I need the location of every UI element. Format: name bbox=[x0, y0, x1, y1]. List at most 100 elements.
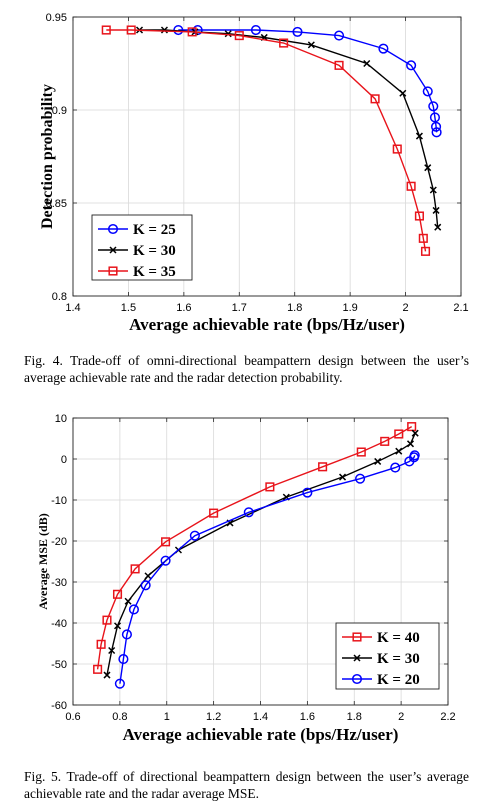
chart2-series-0-point-9 bbox=[356, 447, 366, 457]
chart-detection-probability: 1.4 1.5 1.6 1.7 1.8 1.9 2 2.1 0.8 0.85 0.9 0.95 Aver… bbox=[39, 12, 469, 334]
chart1-series-2 bbox=[101, 25, 431, 256]
chart1-series-2-point-0 bbox=[101, 25, 111, 35]
chart1-series-1-point-10 bbox=[429, 186, 437, 194]
chart2-series-1-point-10 bbox=[395, 447, 403, 455]
chart2-series-0 bbox=[93, 422, 417, 674]
chart1-ytick-label-1: 0.85 bbox=[46, 198, 67, 210]
chart1-xlabel: Average achievable rate (bps/Hz/user) bbox=[129, 315, 405, 334]
chart2-xtick-label-5: 1.6 bbox=[300, 711, 315, 723]
chart2-series-2-point-1 bbox=[118, 654, 129, 665]
chart2-series-0-point-11 bbox=[394, 429, 404, 439]
chart2-series-0-point-2 bbox=[102, 615, 112, 625]
chart1-series-1-point-6 bbox=[363, 59, 371, 68]
chart1-series-0-point-4 bbox=[334, 30, 345, 41]
chart2-series-2-point-5 bbox=[160, 555, 171, 566]
chart2-ytick-label-3: -30 bbox=[51, 577, 67, 589]
chart1-series-0-point-3 bbox=[292, 26, 303, 37]
chart1-series-2-point-4 bbox=[279, 38, 289, 48]
chart2-series-1-point-2 bbox=[114, 622, 122, 630]
chart2-series-2-point-13 bbox=[409, 450, 420, 461]
chart2-ytick-label-4: -20 bbox=[51, 536, 67, 548]
chart1-series-0-line bbox=[178, 29, 438, 133]
chart1-ytick-label-2: 0.9 bbox=[52, 105, 67, 117]
chart1-xtick-label-6: 2 bbox=[403, 302, 409, 314]
chart2-series-0-point-10 bbox=[380, 436, 390, 446]
figure-4-caption: Fig. 4. Trade-off of omni-directional be… bbox=[24, 353, 469, 385]
chart2-legend-marker-0 bbox=[352, 632, 362, 642]
chart1-series-1-point-5 bbox=[307, 41, 315, 49]
chart1-series-1-point-3 bbox=[224, 30, 232, 38]
chart2-series-2-point-2 bbox=[121, 629, 132, 640]
chart2-series-1 bbox=[103, 429, 419, 679]
chart2-ytick-label-6: 0 bbox=[61, 454, 67, 466]
chart2-legend-marker-2 bbox=[351, 673, 363, 685]
chart2-frame bbox=[72, 417, 449, 706]
chart2-series-1-point-0 bbox=[103, 671, 111, 679]
chart2-series-1-point-9 bbox=[374, 457, 382, 465]
chart1-series-1-point-1 bbox=[160, 26, 168, 34]
chart2-legend-label-2: K = 20 bbox=[377, 672, 420, 688]
chart1-legend-marker-2 bbox=[108, 266, 118, 276]
chart2-legend: K = 40 K = 30 K = 20 bbox=[335, 622, 440, 690]
chart1-ylabel: Detection probability bbox=[39, 84, 56, 229]
chart2-ytick-label-2: -40 bbox=[51, 618, 67, 630]
chart1-series-0-point-2 bbox=[250, 24, 261, 36]
chart2-xtick-label-6: 1.8 bbox=[347, 711, 362, 723]
chart2-legend-marker-1 bbox=[353, 654, 361, 662]
chart2-series-0-point-5 bbox=[161, 537, 171, 547]
chart1-legend-label-1: K = 30 bbox=[133, 243, 176, 259]
chart1-ytick-label-3: 0.95 bbox=[46, 12, 67, 24]
chart1-ytick-label-0: 0.8 bbox=[52, 291, 67, 303]
chart2-xtick-label-1: 0.8 bbox=[112, 711, 127, 723]
chart2-series-0-point-1 bbox=[96, 639, 106, 649]
chart2-series-2-point-6 bbox=[189, 530, 200, 541]
chart2-series-0-point-3 bbox=[112, 589, 123, 599]
chart2-xtick-label-0: 0.6 bbox=[65, 711, 80, 723]
chart2-series-2-point-3 bbox=[128, 604, 139, 615]
chart1-xtick-label-2: 1.6 bbox=[176, 302, 191, 314]
chart1-xtick-label-1: 1.5 bbox=[121, 302, 136, 314]
chart2-series-0-point-4 bbox=[130, 564, 140, 574]
chart2-series-0-point-7 bbox=[265, 482, 275, 492]
chart2-series-2-point-8 bbox=[302, 487, 313, 498]
chart2-series-1-point-12 bbox=[411, 429, 419, 437]
chart1-legend-label-2: K = 35 bbox=[133, 264, 176, 280]
chart1-series-0-point-9 bbox=[429, 112, 440, 123]
figure-5: 0.6 0.8 1 1.2 1.4 1.6 1.8 2 2.2 -60 -50 -40 -30 -20 -1… bbox=[0, 405, 484, 750]
chart1-frame bbox=[72, 16, 462, 297]
chart1-series-1-point-11 bbox=[432, 206, 440, 214]
chart2-xtick-label-8: 2.2 bbox=[440, 711, 455, 723]
chart2-xlabel: Average achievable rate (bps/Hz/user) bbox=[123, 725, 399, 744]
chart2-ytick-label-7: 10 bbox=[55, 413, 67, 425]
chart1-legend-label-0: K = 25 bbox=[133, 222, 176, 238]
chart2-ytick-label-1: -50 bbox=[51, 659, 67, 671]
chart2-xtick-label-2: 1 bbox=[164, 711, 170, 723]
chart2-series-2-point-4 bbox=[140, 580, 151, 591]
chart2-series-0-point-0 bbox=[93, 664, 103, 674]
chart1-series-0-point-6 bbox=[406, 60, 417, 71]
chart1-series-1-point-7 bbox=[399, 89, 407, 97]
chart2-series-0-point-12 bbox=[407, 422, 417, 432]
chart2-series-2-point-10 bbox=[390, 462, 401, 473]
chart1-xtick-label-0: 1.4 bbox=[65, 302, 80, 314]
chart1-series-1-point-12 bbox=[434, 223, 442, 231]
chart2-series-1-point-4 bbox=[144, 572, 152, 580]
chart1-xtick-label-5: 1.9 bbox=[342, 302, 357, 314]
chart2-ylabel: Average MSE (dB) bbox=[36, 513, 50, 609]
chart1-series-1-point-8 bbox=[415, 132, 423, 140]
chart1-series-2-point-3 bbox=[234, 31, 244, 41]
chart1-series-2-point-10 bbox=[418, 233, 428, 243]
chart1-legend-marker-0 bbox=[107, 223, 119, 235]
chart1-series-1-point-9 bbox=[424, 164, 432, 172]
chart2-xtick-label-4: 1.4 bbox=[253, 711, 268, 723]
chart1-series-2-point-6 bbox=[370, 94, 380, 104]
chart2-ytick-label-0: -60 bbox=[51, 700, 67, 712]
figure-5-caption: Fig. 5. Trade-off of directional beampat… bbox=[24, 769, 469, 801]
chart2-legend-label-0: K = 40 bbox=[377, 630, 420, 646]
figure-4: 1.4 1.5 1.6 1.7 1.8 1.9 2 2.1 0.8 0.85 0.9 0.95 Aver… bbox=[0, 0, 484, 345]
chart2-series-0-line bbox=[96, 425, 413, 670]
chart1-series-2-point-11 bbox=[420, 246, 431, 256]
chart2-series-1-point-3 bbox=[124, 597, 132, 605]
chart2-series-0-point-6 bbox=[209, 508, 219, 518]
chart1-series-2-point-2 bbox=[187, 27, 197, 37]
